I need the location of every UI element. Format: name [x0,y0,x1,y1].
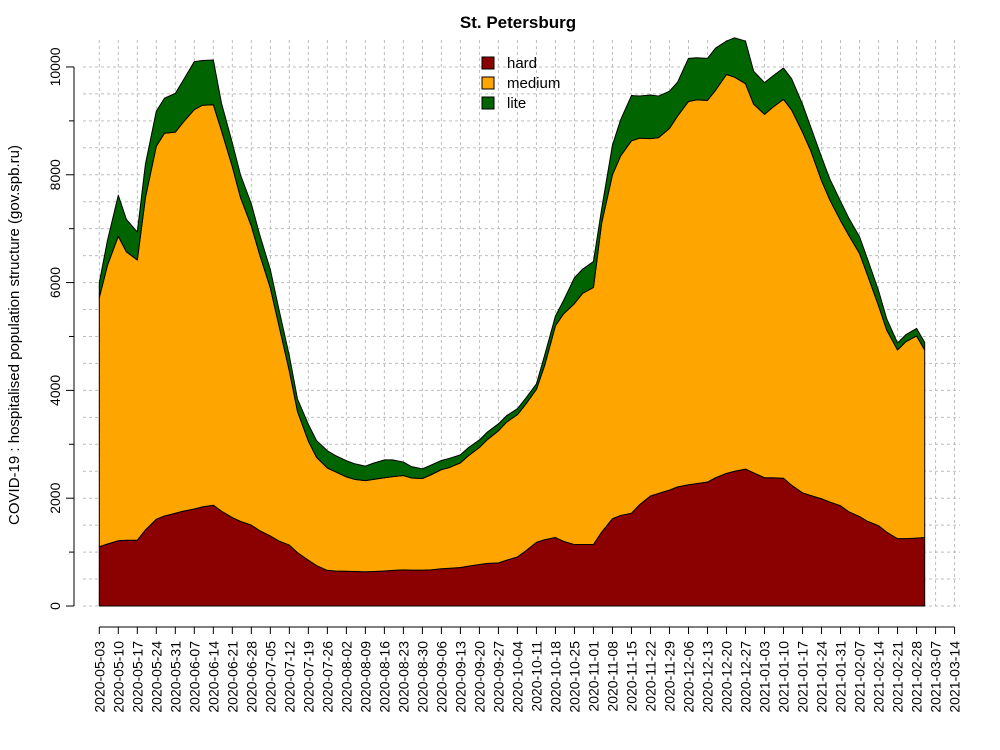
x-tick-label: 2021-01-31 [833,641,849,713]
x-tick-label: 2020-05-31 [167,641,183,713]
legend-swatch [481,96,495,110]
x-tick-label: 2020-05-17 [129,641,145,713]
x-tick-label: 2020-05-10 [110,641,126,713]
x-tick-label: 2021-03-07 [928,641,944,713]
x-tick-label: 2020-08-16 [376,641,392,713]
x-tick-label: 2020-11-29 [661,641,677,712]
x-tick-label: 2020-11-22 [642,641,658,712]
x-tick-label: 2020-12-13 [699,641,715,713]
y-tick-label: 0 [47,602,63,610]
x-tick-label: 2020-12-20 [719,641,735,713]
legend-label: hard [507,55,537,72]
legend-item-hard: hard [481,55,537,72]
x-tick-label: 2020-05-24 [148,641,164,713]
x-tick-label: 2020-09-06 [433,641,449,713]
x-tick-label: 2020-08-09 [357,641,373,713]
area-lite [98,37,926,482]
x-tick-label: 2020-12-06 [680,641,696,713]
x-tick-label: 2020-11-01 [585,641,601,712]
x-tick-label: 2020-08-30 [414,641,430,713]
x-tick-label: 2020-06-07 [186,641,202,713]
legend-item-lite: lite [481,95,526,112]
y-tick-label: 10000 [47,47,63,86]
x-tick-label: 2021-02-21 [890,641,906,713]
y-tick-label: 6000 [47,267,63,298]
x-tick-label: 2021-02-07 [852,641,868,713]
y-tick-label: 2000 [47,482,63,513]
legend: hard medium lite [481,55,560,112]
legend-label: medium [507,75,560,92]
x-tick-label: 2020-11-08 [604,641,620,712]
x-tick-label: 2020-09-20 [471,641,487,713]
x-tick-label: 2020-07-05 [262,641,278,713]
legend-item-medium: medium [481,75,560,92]
x-tick-label: 2020-10-04 [509,641,525,713]
legend-swatch [481,56,495,70]
legend-label: lite [507,95,526,112]
x-tick-label: 2020-07-19 [300,641,316,713]
x-tick-label: 2020-10-25 [566,641,582,713]
x-tick-label: 2021-03-14 [947,641,963,713]
chart-title: St. Petersburg [460,13,576,32]
x-tick-label: 2020-06-21 [224,641,240,713]
x-tick-label: 2021-01-03 [757,641,773,713]
x-tick-label: 2020-11-15 [623,641,639,712]
legend-swatch [481,76,495,90]
x-tick-label: 2021-02-28 [909,641,925,713]
x-tick-label: 2020-06-14 [205,641,221,713]
x-tick-label: 2021-02-14 [871,641,887,713]
x-tick-label: 2020-08-02 [338,641,354,713]
x-tick-label: 2020-07-12 [281,641,297,713]
x-tick-label: 2020-10-18 [547,641,563,713]
x-tick-label: 2021-01-17 [795,641,811,713]
x-tick-label: 2020-08-23 [395,641,411,713]
x-tick-label: 2020-05-03 [91,641,107,713]
x-tick-label: 2021-01-24 [814,641,830,713]
x-tick-label: 2020-09-13 [452,641,468,713]
x-tick-label: 2020-12-27 [738,641,754,713]
x-tick-label: 2020-10-11 [528,641,544,712]
y-axis-label: COVID-19 : hospitalised population struc… [6,145,23,525]
x-tick-label: 2020-07-26 [319,641,335,713]
x-tick-label: 2020-09-27 [490,641,506,713]
x-tick-label: 2021-01-10 [776,641,792,713]
y-tick-label: 8000 [47,159,63,190]
x-tick-label: 2020-06-28 [243,641,259,713]
y-tick-label: 4000 [47,375,63,406]
area-layer [98,37,926,607]
